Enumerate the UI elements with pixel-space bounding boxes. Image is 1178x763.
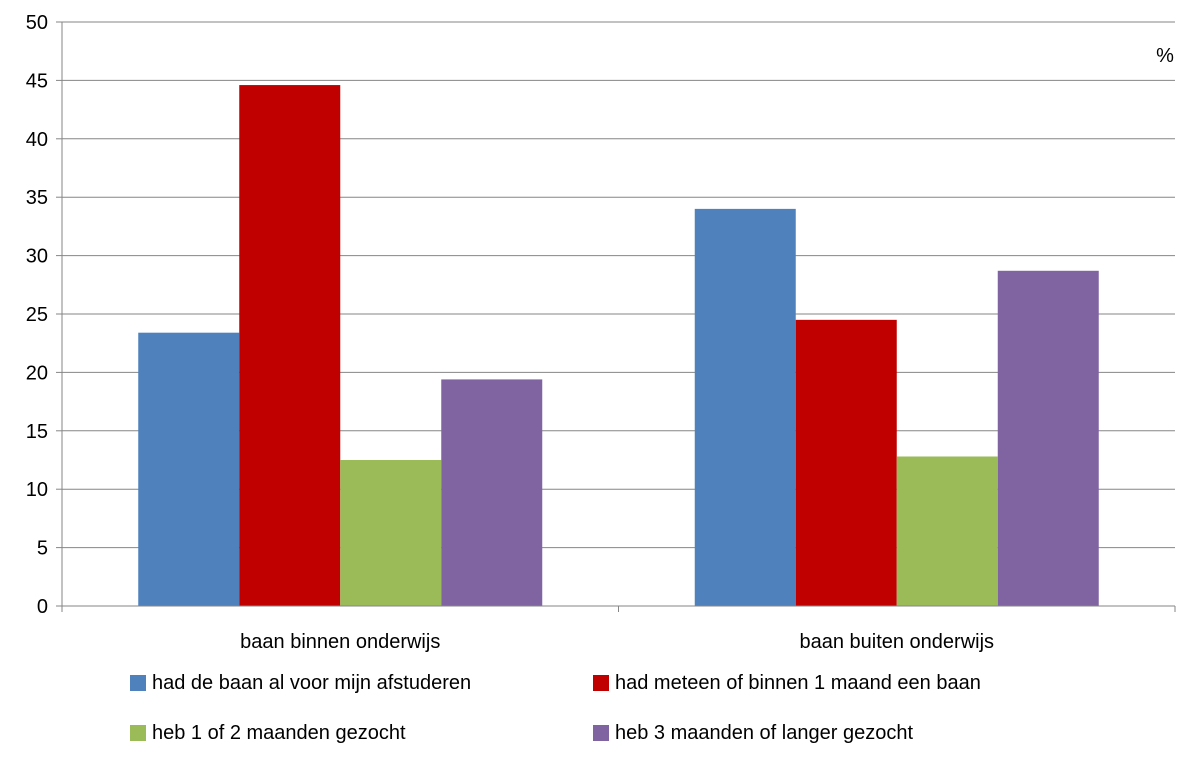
y-tick-label: 45 [26,70,48,92]
y-unit-label: % [1156,45,1174,67]
x-tick-label: baan buiten onderwijs [799,631,994,653]
bar [340,460,442,606]
y-tick-label: 30 [26,246,48,268]
y-tick-label: 50 [26,12,48,34]
y-tick-label: 20 [26,362,48,384]
bars [138,85,1099,606]
bar [997,270,1099,606]
y-tick-label: 40 [26,129,48,151]
y-tick-label: 25 [26,304,48,326]
bar [239,85,341,606]
bar [138,332,240,606]
tick-labels: 0 5 10 15 20 25 30 35 40 45 50% baan binnen onderwi… [26,12,1174,653]
bar [694,208,796,606]
bar [896,456,998,606]
y-tick-label: 35 [26,187,48,209]
y-tick-label: 5 [37,538,48,560]
y-tick-label: 10 [26,479,48,501]
axes [56,21,1176,612]
x-tick-label: baan binnen onderwijs [240,631,440,653]
bar [795,319,897,606]
y-tick-label: 0 [37,596,48,618]
bar [441,379,543,606]
y-tick-label: 15 [26,421,48,443]
